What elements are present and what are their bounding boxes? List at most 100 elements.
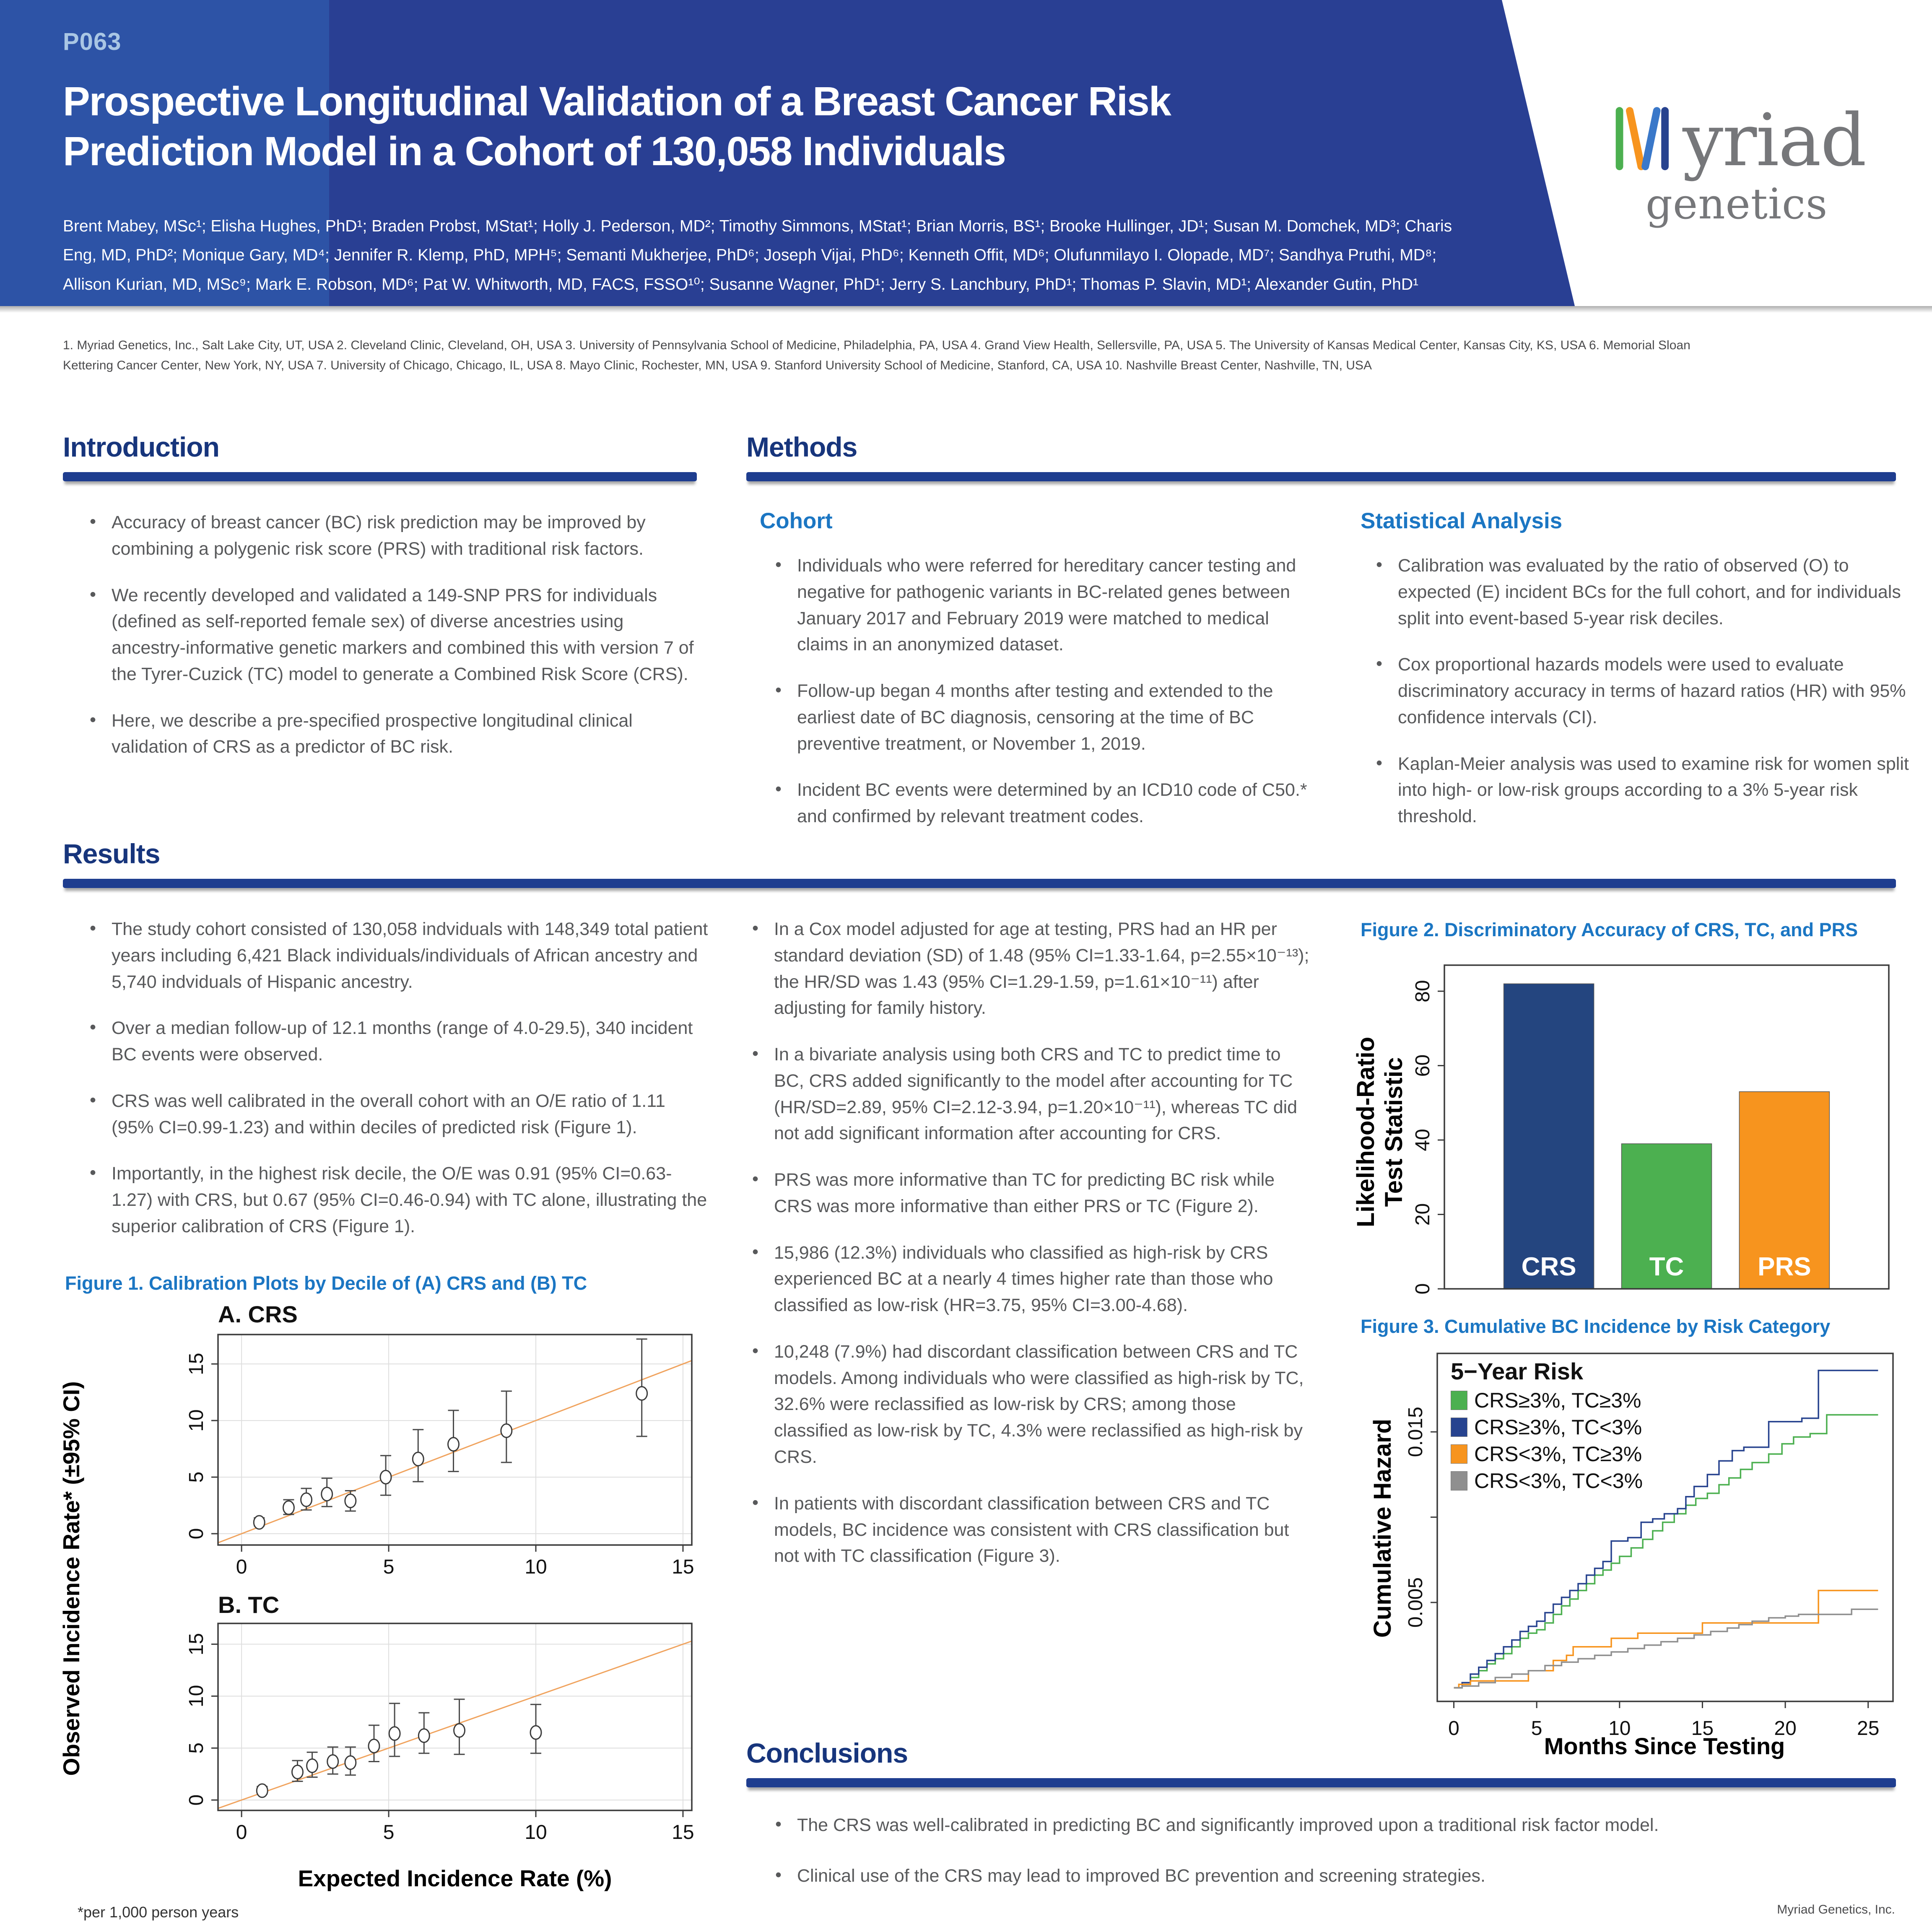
- figure1-footnote: *per 1,000 person years: [78, 1903, 239, 1921]
- svg-text:10: 10: [525, 1821, 547, 1844]
- bullet-item: Over a median follow-up of 12.1 months (…: [88, 1014, 709, 1068]
- bullet-item: Accuracy of breast cancer (BC) risk pred…: [88, 509, 700, 562]
- svg-text:20: 20: [1774, 1717, 1796, 1740]
- legend-item: CRS<3%, TC<3%: [1451, 1469, 1643, 1493]
- figure1-panel-b-label: B. TC: [218, 1592, 280, 1618]
- poster-title: Prospective Longitudinal Validation of a…: [63, 78, 1171, 174]
- legend-label: CRS≥3%, TC≥3%: [1474, 1389, 1641, 1412]
- myriad-genetics-logo: yriad genetics: [1612, 98, 1867, 229]
- bullet-item: Cox proportional hazards models were use…: [1374, 651, 1915, 730]
- header-banner: P063 Prospective Longitudinal Validation…: [0, 0, 1932, 306]
- section-rule: [63, 472, 697, 481]
- figure3-km-plot: 0 5 10 15 20 25 0.005 0.015: [1405, 1353, 1894, 1740]
- svg-text:80: 80: [1412, 980, 1434, 1002]
- bullet-item: The study cohort consisted of 130,058 in…: [88, 915, 709, 995]
- logo-m-icon: [1615, 107, 1669, 170]
- legend-item: CRS<3%, TC≥3%: [1451, 1442, 1643, 1466]
- logo-subword: genetics: [1646, 179, 1828, 229]
- affiliation-line: 1. Myriad Genetics, Inc., Salt Lake City…: [63, 338, 1690, 352]
- bullet-item: Incident BC events were determined by an…: [774, 776, 1319, 830]
- figure3-caption: Figure 3. Cumulative BC Incidence by Ris…: [1361, 1316, 1831, 1337]
- poster-number-badge: P063: [63, 28, 122, 55]
- legend-swatch: [1451, 1471, 1467, 1491]
- legend-swatch: [1451, 1391, 1467, 1410]
- svg-text:0: 0: [185, 1794, 208, 1806]
- author-line: Eng, MD, PhD²; Monique Gary, MD⁴; Jennif…: [63, 246, 1437, 265]
- introduction-bullets: Accuracy of breast cancer (BC) risk pred…: [88, 509, 700, 780]
- bullet-item: Follow-up began 4 months after testing a…: [774, 677, 1319, 757]
- bullet-item: In a Cox model adjusted for age at testi…: [750, 915, 1314, 1021]
- results-column2-bullets: In a Cox model adjusted for age at testi…: [750, 915, 1314, 1589]
- header-accent-band: [0, 0, 329, 306]
- section-title-introduction: Introduction: [63, 431, 220, 462]
- header-white-wedge: [1502, 0, 1932, 306]
- affiliation-line: Kettering Cancer Center, New York, NY, U…: [63, 358, 1372, 372]
- bullet-item: Here, we describe a pre-specified prospe…: [88, 707, 700, 761]
- bullet-item: The CRS was well-calibrated in predictin…: [774, 1811, 1897, 1839]
- figure3-legend-title: 5−Year Risk: [1451, 1358, 1584, 1384]
- affiliations: 1. Myriad Genetics, Inc., Salt Lake City…: [63, 335, 1748, 376]
- bullet-item: Individuals who were referred for heredi…: [774, 552, 1319, 658]
- svg-text:0: 0: [236, 1556, 247, 1578]
- section-rule: [746, 472, 1896, 481]
- author-line: Brent Mabey, MSc¹; Elisha Hughes, PhD¹; …: [63, 217, 1452, 235]
- svg-text:0: 0: [1412, 1283, 1434, 1295]
- svg-text:5: 5: [383, 1556, 395, 1578]
- svg-text:15: 15: [1691, 1717, 1714, 1740]
- statistical-analysis-bullets: Calibration was evaluated by the ratio o…: [1374, 552, 1915, 850]
- svg-text:0: 0: [236, 1821, 247, 1844]
- svg-text:TC: TC: [1649, 1252, 1684, 1281]
- section-title-results: Results: [63, 838, 160, 869]
- figure1-panel-a-plot: 0 5 10 15 0 5 10 15: [185, 1334, 694, 1578]
- svg-text:20: 20: [1412, 1203, 1434, 1226]
- legend-swatch: [1451, 1444, 1467, 1464]
- legend-label: CRS<3%, TC≥3%: [1474, 1442, 1642, 1466]
- section-rule: [746, 1778, 1896, 1787]
- author-line: Allison Kurian, MD, MSc⁹; Mark E. Robson…: [63, 275, 1419, 293]
- svg-text:0: 0: [185, 1528, 208, 1540]
- figure2-bar-chart: CRS TC PRS 0 20 40 60 80: [1412, 964, 1890, 1295]
- cohort-bullets: Individuals who were referred for heredi…: [774, 552, 1319, 850]
- subsection-title-cohort: Cohort: [760, 509, 833, 533]
- svg-text:0.015: 0.015: [1405, 1407, 1427, 1457]
- svg-text:15: 15: [185, 1633, 208, 1655]
- bullet-item: Calibration was evaluated by the ratio o…: [1374, 552, 1915, 631]
- bullet-item: 15,986 (12.3%) individuals who classifie…: [750, 1239, 1314, 1319]
- bullet-item: Kaplan-Meier analysis was used to examin…: [1374, 750, 1915, 830]
- bullet-item: PRS was more informative than TC for pre…: [750, 1166, 1314, 1220]
- figure1-caption: Figure 1. Calibration Plots by Decile of…: [65, 1272, 587, 1294]
- subsection-title-statistical-analysis: Statistical Analysis: [1361, 509, 1563, 533]
- conclusions-bullets: The CRS was well-calibrated in predictin…: [774, 1811, 1897, 1909]
- header-shadow: [0, 306, 1932, 313]
- svg-text:10: 10: [185, 1685, 208, 1707]
- bullet-item: In a bivariate analysis using both CRS a…: [750, 1041, 1314, 1147]
- figure3-legend: 5−Year Risk CRS≥3%, TC≥3% CRS≥3%, TC<3% CR…: [1451, 1358, 1643, 1496]
- figure1-x-axis-title: Expected Incidence Rate (%): [298, 1865, 612, 1891]
- legend-swatch: [1451, 1418, 1467, 1437]
- svg-text:CRS: CRS: [1522, 1252, 1576, 1281]
- svg-text:40: 40: [1412, 1129, 1434, 1151]
- svg-text:10: 10: [185, 1409, 208, 1431]
- figure3-x-axis-title: Months Since Testing: [1544, 1733, 1785, 1759]
- bullet-item: We recently developed and validated a 14…: [88, 582, 700, 688]
- svg-text:0: 0: [1448, 1717, 1459, 1740]
- results-column1-bullets: The study cohort consisted of 130,058 in…: [88, 915, 709, 1260]
- legend-item: CRS≥3%, TC≥3%: [1451, 1388, 1643, 1413]
- bullet-item: Importantly, in the highest risk decile,…: [88, 1160, 709, 1239]
- logo-wordmark: yriad: [1683, 98, 1867, 182]
- section-title-conclusions: Conclusions: [746, 1737, 908, 1768]
- svg-text:15: 15: [672, 1821, 694, 1844]
- figure3-y-axis-title: Cumulative Hazard: [1369, 1418, 1396, 1638]
- section-rule: [63, 879, 1896, 888]
- svg-text:5: 5: [1531, 1717, 1542, 1740]
- svg-text:PRS: PRS: [1758, 1252, 1811, 1281]
- bullet-item: 10,248 (7.9%) had discordant classificat…: [750, 1338, 1314, 1470]
- svg-text:10: 10: [525, 1556, 547, 1578]
- svg-text:0.005: 0.005: [1405, 1577, 1427, 1628]
- svg-text:5: 5: [383, 1821, 395, 1844]
- svg-text:15: 15: [672, 1556, 694, 1578]
- bullet-item: Clinical use of the CRS may lead to impr…: [774, 1862, 1897, 1889]
- svg-text:25: 25: [1857, 1717, 1879, 1740]
- author-list: Brent Mabey, MSc¹; Elisha Hughes, PhD¹; …: [63, 212, 1472, 299]
